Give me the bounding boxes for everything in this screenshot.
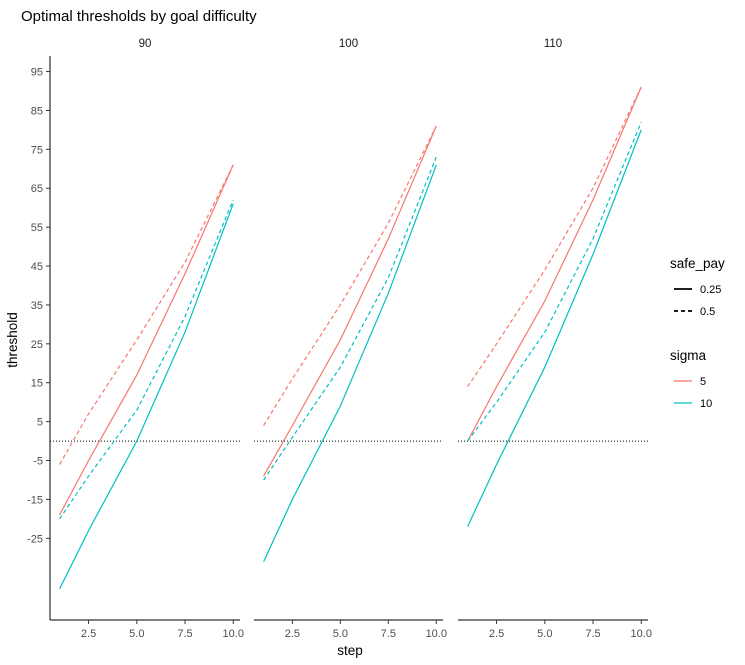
x-tick-label: 2.5 (81, 628, 96, 640)
x-tick-label: 10.0 (223, 628, 244, 640)
facet-label: 110 (544, 38, 562, 50)
series-line-sigma-10-safe-pay-0.25 (467, 129, 642, 527)
series-line-sigma-10-safe-pay-0.5 (263, 156, 437, 481)
series-line-sigma-5-safe-pay-0.5 (467, 86, 642, 387)
y-tick-label: -25 (27, 533, 43, 545)
facet-label: 100 (339, 38, 358, 50)
y-tick-label: 35 (31, 300, 43, 312)
facet-label: 90 (139, 38, 152, 50)
x-tick-label: 7.5 (585, 628, 600, 640)
series-line-sigma-10-safe-pay-0.5 (59, 199, 234, 520)
series-line-sigma-10-safe-pay-0.5 (467, 121, 642, 442)
y-tick-label: 55 (31, 222, 43, 234)
x-tick-label: 2.5 (489, 628, 504, 640)
x-tick-label: 10.0 (631, 628, 652, 640)
legends: safe_pay 0.25 0.5 sigma 5 10 (670, 256, 725, 410)
facet-panel-100: 100 2.5 5.0 7.5 10.0 (254, 38, 447, 640)
x-tick-label: 5.0 (129, 628, 144, 640)
series-line-sigma-5-safe-pay-0.25 (467, 86, 642, 442)
facet-panel-90: 90 2.5 5.0 7.5 10.0 (50, 38, 244, 640)
y-tick-label: 25 (31, 339, 43, 351)
y-tick-label: -5 (33, 456, 43, 468)
facets: 90 2.5 5.0 7.5 10.0 100 2.5 5.0 7.5 10.0 110 2.5 5.0… (50, 38, 652, 640)
series-line-sigma-5-safe-pay-0.5 (59, 164, 234, 465)
series-line-sigma-5-safe-pay-0.5 (263, 125, 437, 426)
legend-title: safe_pay (670, 256, 725, 271)
legend-label: 10 (700, 398, 712, 410)
facet-panel-110: 110 2.5 5.0 7.5 10.0 (458, 38, 652, 640)
legend-label: 0.25 (700, 284, 721, 296)
series-line-sigma-10-safe-pay-0.25 (59, 203, 234, 590)
x-tick-label: 10.0 (426, 628, 447, 640)
x-tick-label: 2.5 (285, 628, 300, 640)
x-tick-label: 7.5 (177, 628, 192, 640)
legend-label: 5 (700, 376, 706, 388)
y-tick-label: 15 (31, 378, 43, 390)
x-tick-label: 5.0 (537, 628, 552, 640)
y-tick-label: 85 (31, 105, 43, 117)
y-axis-title: threshold (5, 312, 20, 368)
chart-title: Optimal thresholds by goal difficulty (21, 8, 257, 25)
y-tick-label: 65 (31, 183, 43, 195)
x-tick-label: 5.0 (333, 628, 348, 640)
legend-title: sigma (670, 348, 707, 363)
legend-label: 0.5 (700, 306, 715, 318)
series-line-sigma-5-safe-pay-0.25 (263, 125, 437, 477)
x-axis-title: step (337, 643, 363, 658)
y-tick-label: 75 (31, 144, 43, 156)
y-tick-label: 5 (37, 417, 43, 429)
series-line-sigma-5-safe-pay-0.25 (59, 164, 234, 516)
y-axis: -25 -15 -5 5 15 25 35 45 55 65 75 85 95 (27, 56, 51, 620)
series-line-sigma-10-safe-pay-0.25 (263, 164, 437, 562)
y-tick-label: -15 (27, 494, 43, 506)
x-tick-label: 7.5 (381, 628, 396, 640)
y-tick-label: 95 (31, 67, 43, 79)
y-tick-label: 45 (31, 261, 43, 273)
